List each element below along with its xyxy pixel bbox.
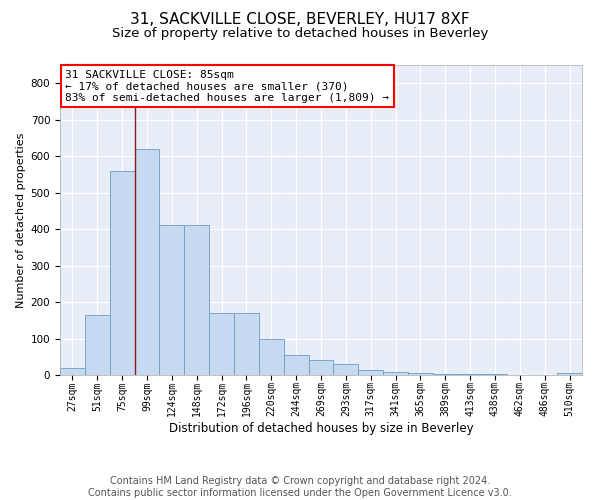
Text: 31, SACKVILLE CLOSE, BEVERLEY, HU17 8XF: 31, SACKVILLE CLOSE, BEVERLEY, HU17 8XF bbox=[130, 12, 470, 28]
Bar bbox=[209, 313, 234, 375]
Bar bbox=[334, 364, 358, 375]
Bar bbox=[259, 338, 284, 375]
Bar bbox=[458, 374, 482, 375]
Bar bbox=[408, 373, 433, 375]
Bar bbox=[234, 313, 259, 375]
Text: 31 SACKVILLE CLOSE: 85sqm
← 17% of detached houses are smaller (370)
83% of semi: 31 SACKVILLE CLOSE: 85sqm ← 17% of detac… bbox=[65, 70, 389, 103]
Bar bbox=[308, 360, 334, 375]
Bar bbox=[284, 355, 308, 375]
Bar bbox=[110, 171, 134, 375]
Bar bbox=[482, 374, 508, 375]
Bar bbox=[383, 372, 408, 375]
Bar bbox=[85, 315, 110, 375]
Bar bbox=[134, 149, 160, 375]
Bar bbox=[358, 370, 383, 375]
Text: Contains HM Land Registry data © Crown copyright and database right 2024.
Contai: Contains HM Land Registry data © Crown c… bbox=[88, 476, 512, 498]
Text: Size of property relative to detached houses in Beverley: Size of property relative to detached ho… bbox=[112, 28, 488, 40]
Bar bbox=[433, 374, 458, 375]
Bar bbox=[557, 373, 582, 375]
Bar bbox=[184, 226, 209, 375]
Bar bbox=[160, 226, 184, 375]
Y-axis label: Number of detached properties: Number of detached properties bbox=[16, 132, 26, 308]
Bar bbox=[60, 368, 85, 375]
X-axis label: Distribution of detached houses by size in Beverley: Distribution of detached houses by size … bbox=[169, 422, 473, 435]
